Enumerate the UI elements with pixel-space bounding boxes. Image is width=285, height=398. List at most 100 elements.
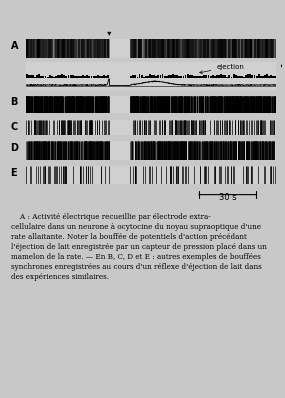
Bar	[193, 76, 195, 78]
Bar	[191, 76, 193, 78]
Bar	[76, 76, 78, 78]
Bar	[245, 75, 247, 78]
Bar	[147, 76, 149, 78]
Bar	[95, 76, 97, 78]
Bar	[139, 74, 141, 78]
Bar	[145, 76, 147, 78]
Bar	[42, 76, 44, 78]
Bar	[149, 74, 151, 78]
Bar	[82, 75, 84, 78]
Bar	[243, 76, 245, 78]
Bar	[203, 76, 205, 78]
Bar	[68, 76, 70, 78]
Bar	[229, 75, 230, 78]
Bar	[132, 76, 134, 78]
Text: ejection: ejection	[200, 64, 244, 74]
Bar	[78, 76, 80, 78]
Bar	[47, 76, 48, 78]
Text: B: B	[11, 97, 18, 107]
Bar	[233, 74, 235, 78]
Bar	[166, 76, 168, 78]
Bar	[224, 76, 226, 78]
Bar	[251, 75, 253, 78]
Bar	[241, 76, 243, 78]
Bar	[44, 76, 46, 78]
Bar	[270, 75, 272, 78]
Bar	[218, 76, 220, 78]
Bar	[247, 74, 249, 78]
Bar	[91, 76, 92, 78]
Bar	[84, 76, 86, 78]
Bar	[51, 76, 53, 78]
Bar	[176, 75, 178, 78]
Bar	[49, 75, 51, 78]
Bar	[88, 76, 90, 78]
Bar	[201, 76, 203, 78]
Bar	[254, 76, 255, 78]
Bar	[34, 76, 36, 78]
Bar	[97, 75, 99, 78]
Bar	[237, 76, 239, 78]
Bar	[197, 76, 199, 78]
Bar	[30, 76, 32, 78]
Bar	[26, 74, 28, 78]
Bar	[86, 75, 88, 78]
Bar	[162, 74, 164, 78]
Bar	[216, 75, 218, 78]
Text: 30 s: 30 s	[219, 193, 236, 202]
Text: A : Activité électrique recueillie par électrode extra-
cellulaire dans un neuro: A : Activité électrique recueillie par é…	[11, 213, 267, 281]
Bar	[187, 74, 189, 78]
Bar	[151, 76, 153, 78]
Bar	[226, 76, 228, 78]
Bar	[57, 75, 59, 78]
Bar	[266, 74, 268, 78]
Bar	[189, 75, 191, 78]
Bar	[262, 76, 264, 78]
Bar	[157, 75, 159, 78]
Bar	[172, 74, 174, 78]
Bar	[153, 75, 155, 78]
Bar	[28, 76, 30, 78]
Bar	[260, 76, 262, 78]
Bar	[99, 76, 101, 78]
Bar	[70, 75, 72, 78]
Bar	[231, 76, 233, 78]
Bar	[130, 76, 132, 78]
Bar	[101, 76, 103, 78]
Bar	[182, 76, 184, 78]
Bar	[272, 76, 274, 78]
Bar	[212, 75, 214, 78]
Bar	[36, 75, 38, 78]
Bar	[74, 76, 76, 78]
Bar	[143, 76, 145, 78]
Bar	[220, 74, 222, 78]
Bar	[185, 76, 186, 78]
Bar	[214, 76, 216, 78]
Bar	[55, 76, 57, 78]
Bar	[180, 76, 182, 78]
Bar	[32, 76, 34, 78]
Bar	[93, 76, 95, 78]
Bar	[63, 75, 65, 78]
Bar	[105, 76, 107, 78]
Text: A: A	[11, 41, 18, 51]
Bar	[235, 75, 237, 78]
Bar	[268, 76, 270, 78]
Bar	[274, 76, 276, 78]
Bar	[210, 76, 211, 78]
Bar	[107, 75, 109, 78]
Bar	[195, 76, 197, 78]
Text: E: E	[11, 168, 17, 178]
Bar	[135, 75, 136, 78]
Text: 50/s: 50/s	[284, 63, 285, 69]
Bar	[164, 76, 166, 78]
Bar	[168, 75, 170, 78]
Bar	[178, 76, 180, 78]
Bar	[258, 74, 260, 78]
Bar	[141, 76, 142, 78]
Bar	[222, 75, 224, 78]
Bar	[174, 76, 176, 78]
Bar	[160, 75, 161, 78]
Bar	[199, 76, 201, 78]
Bar	[80, 76, 82, 78]
